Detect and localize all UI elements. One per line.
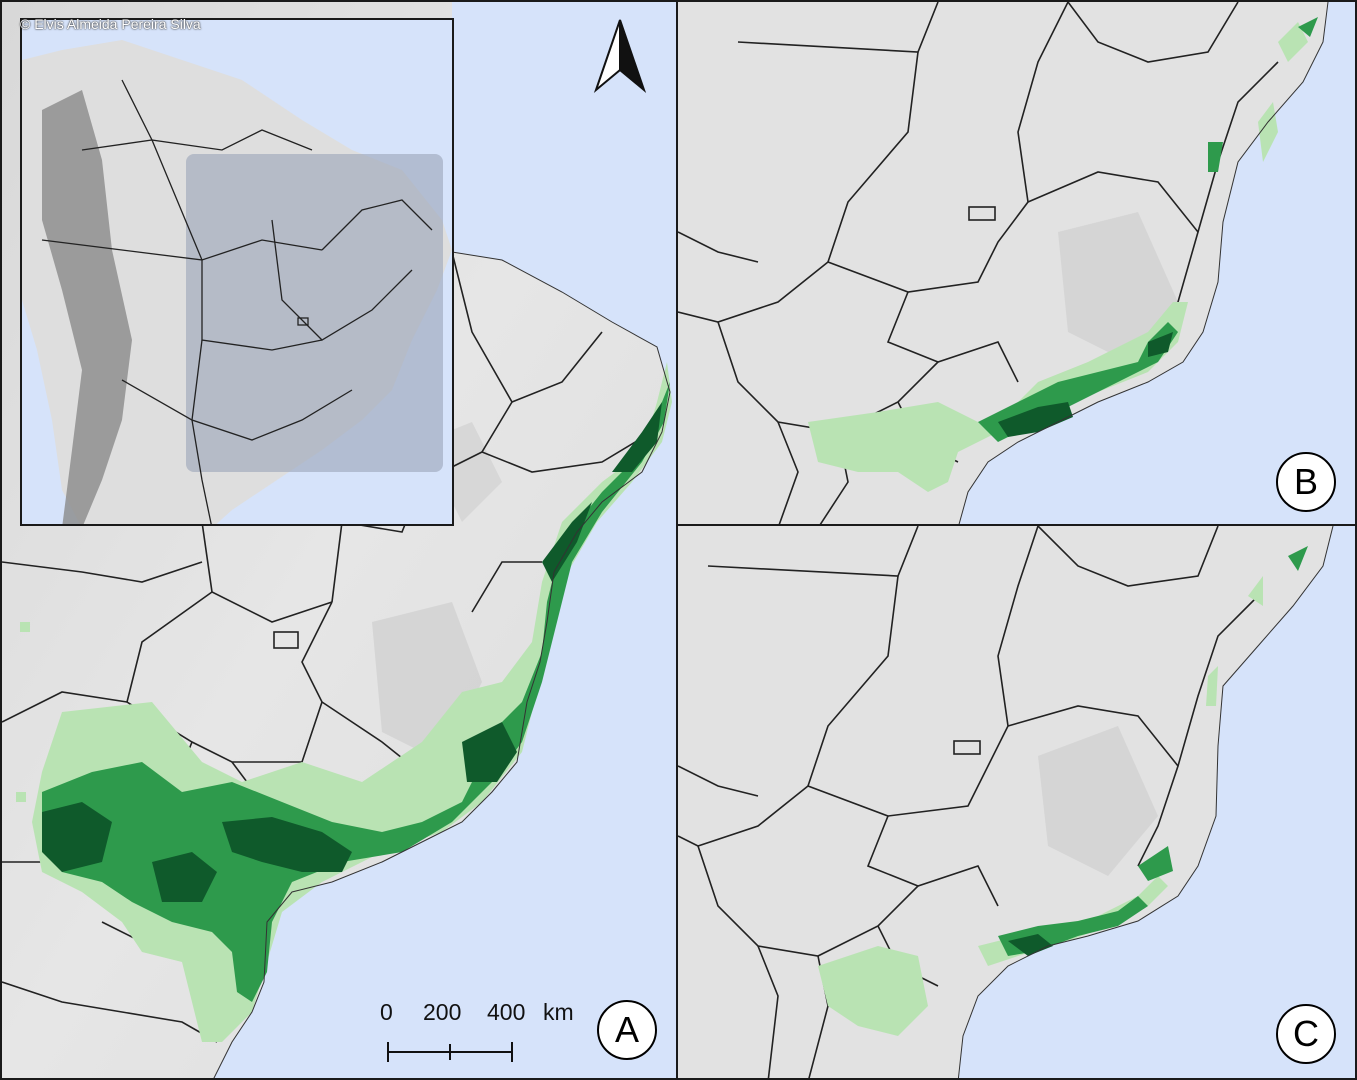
suitability-mid-areas: [42, 382, 670, 1002]
map-panel-c: C: [676, 524, 1357, 1080]
suitability-high-areas: [42, 402, 662, 902]
inset-canvas: [22, 40, 452, 524]
panel-label-b: B: [1276, 452, 1336, 512]
scale-label-400: 400: [487, 999, 526, 1025]
inset-map-south-america: [20, 18, 454, 526]
map-b-canvas: [678, 2, 1329, 524]
land-mass: [678, 2, 1328, 524]
north-arrow-icon: [593, 19, 647, 94]
map-panel-a: © Elvis Almeida Pereira Silva 0 200 400 …: [0, 0, 678, 1080]
map-panel-b: B: [676, 0, 1357, 526]
map-c-canvas: [678, 526, 1334, 1078]
inset-highlight-area: [186, 154, 443, 472]
scale-label-200: 200: [423, 999, 462, 1025]
panel-label-a: A: [597, 1000, 657, 1060]
panel-label-c: C: [1276, 1004, 1336, 1064]
scale-label-0: 0: [380, 999, 393, 1025]
scale-unit: km: [543, 999, 574, 1025]
land-mass: [678, 526, 1333, 1078]
scale-bar: [387, 1042, 513, 1062]
copyright-credit: © Elvis Almeida Pereira Silva: [20, 16, 201, 32]
